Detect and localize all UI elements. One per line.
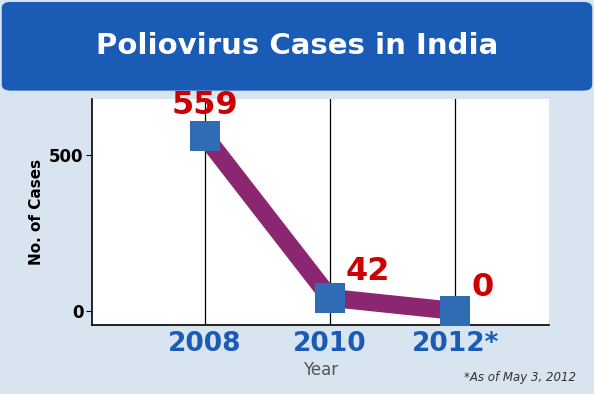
Text: 0: 0 [471,272,494,303]
FancyBboxPatch shape [2,2,592,91]
Text: 559: 559 [172,90,238,121]
Text: 42: 42 [346,256,390,287]
Text: Poliovirus Cases in India: Poliovirus Cases in India [96,32,498,60]
Y-axis label: No. of Cases: No. of Cases [29,159,44,265]
Text: *As of May 3, 2012: *As of May 3, 2012 [464,371,576,384]
X-axis label: Year: Year [303,361,339,379]
